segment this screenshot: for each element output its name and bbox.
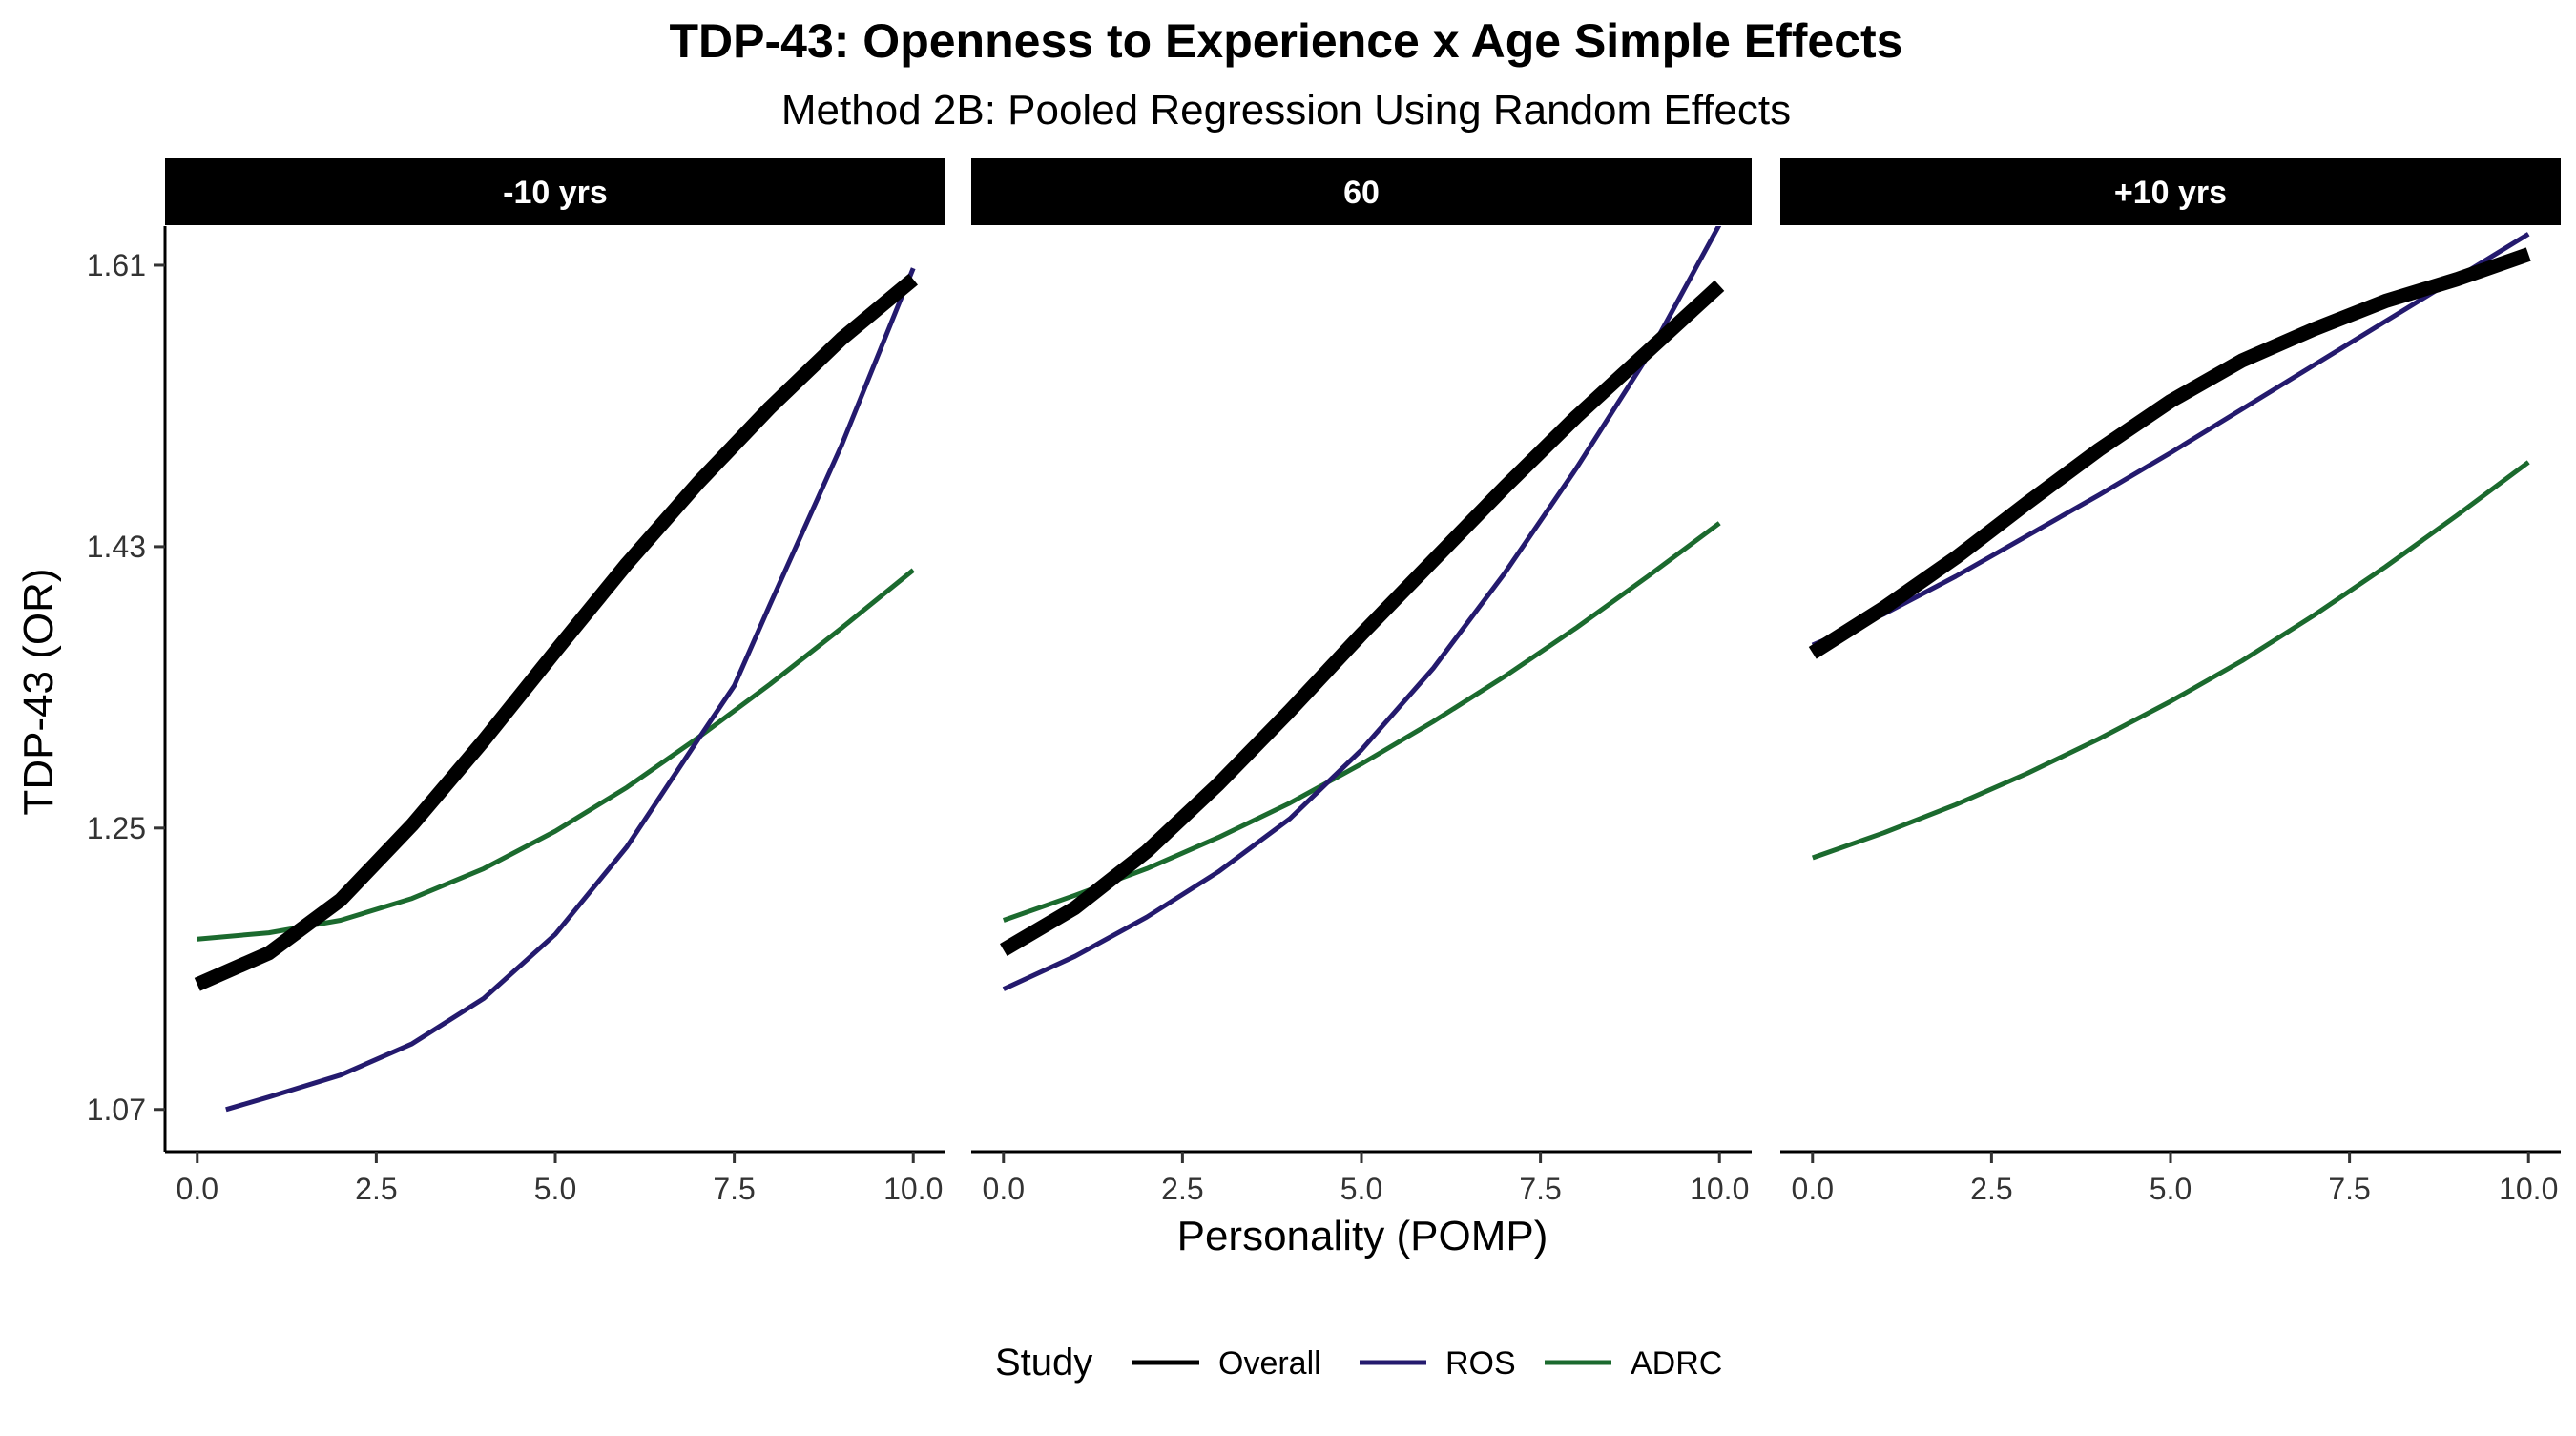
y-tick-label: 1.61 [87,248,146,282]
series-line-ros [1002,226,1722,991]
chart-subtitle: Method 2B: Pooled Regression Using Rando… [781,87,1791,134]
series-line-adrc [1811,460,2530,861]
panel-strip-label: 60 [1343,175,1380,211]
legend-entries: Overall ROS ADRC [1132,1345,1722,1382]
panel-1: 60 0.0 2.5 5.0 7.5 10.0 [971,158,1752,1206]
panel-strip-label: +10 yrs [2114,175,2227,211]
legend-label-adrc: ADRC [1631,1345,1722,1382]
panel-strip [165,158,945,225]
legend-label-overall: Overall [1218,1345,1321,1382]
legend-title: Study [995,1342,1092,1384]
y-axis-label: TDP-43 (OR) [15,568,62,815]
series-line-adrc [1002,521,1721,923]
series-line-overall [1808,247,2531,659]
x-tick-label: 5.0 [534,1172,576,1206]
x-tick-label: 2.5 [1970,1172,2012,1206]
panels-layer: -10 yrs 0.0 2.5 5.0 7.5 10.0 1.07 1.25 1.43 1.61 6… [87,158,2561,1206]
series-line-overall [999,280,1725,957]
panel-strip [1780,158,2561,225]
legend: Study Overall ROS ADRC [995,1342,1722,1384]
series-line-adrc [197,568,915,942]
x-tick-label: 0.0 [177,1172,218,1206]
series-line-ros [1811,232,2530,648]
x-tick-label: 7.5 [713,1172,755,1206]
chart-title: TDP-43: Openness to Experience x Age Sim… [670,14,1903,68]
panel-0: -10 yrs 0.0 2.5 5.0 7.5 10.0 1.07 1.25 1.43 1.61 [87,158,945,1206]
y-tick-label: 1.25 [87,811,146,845]
series-line-ros [225,267,916,1113]
y-tick-label: 1.07 [87,1093,146,1127]
x-tick-label: 7.5 [2328,1172,2370,1206]
x-axis-label: Personality (POMP) [1177,1213,1548,1259]
panel-2: +10 yrs 0.0 2.5 5.0 7.5 10.0 [1780,158,2561,1206]
x-tick-label: 10.0 [2499,1172,2558,1206]
x-tick-label: 0.0 [983,1172,1025,1206]
x-tick-label: 5.0 [2150,1172,2192,1206]
x-tick-label: 2.5 [1161,1172,1203,1206]
series-line-overall [194,273,918,991]
y-tick-label: 1.43 [87,530,146,564]
panel-strip-label: -10 yrs [503,175,608,211]
x-tick-label: 2.5 [355,1172,397,1206]
x-tick-label: 7.5 [1519,1172,1561,1206]
panel-strip [971,158,1752,225]
x-tick-label: 10.0 [1690,1172,1749,1206]
legend-label-ros: ROS [1445,1345,1516,1382]
x-tick-label: 0.0 [1792,1172,1834,1206]
x-tick-label: 10.0 [883,1172,943,1206]
x-tick-label: 5.0 [1340,1172,1382,1206]
